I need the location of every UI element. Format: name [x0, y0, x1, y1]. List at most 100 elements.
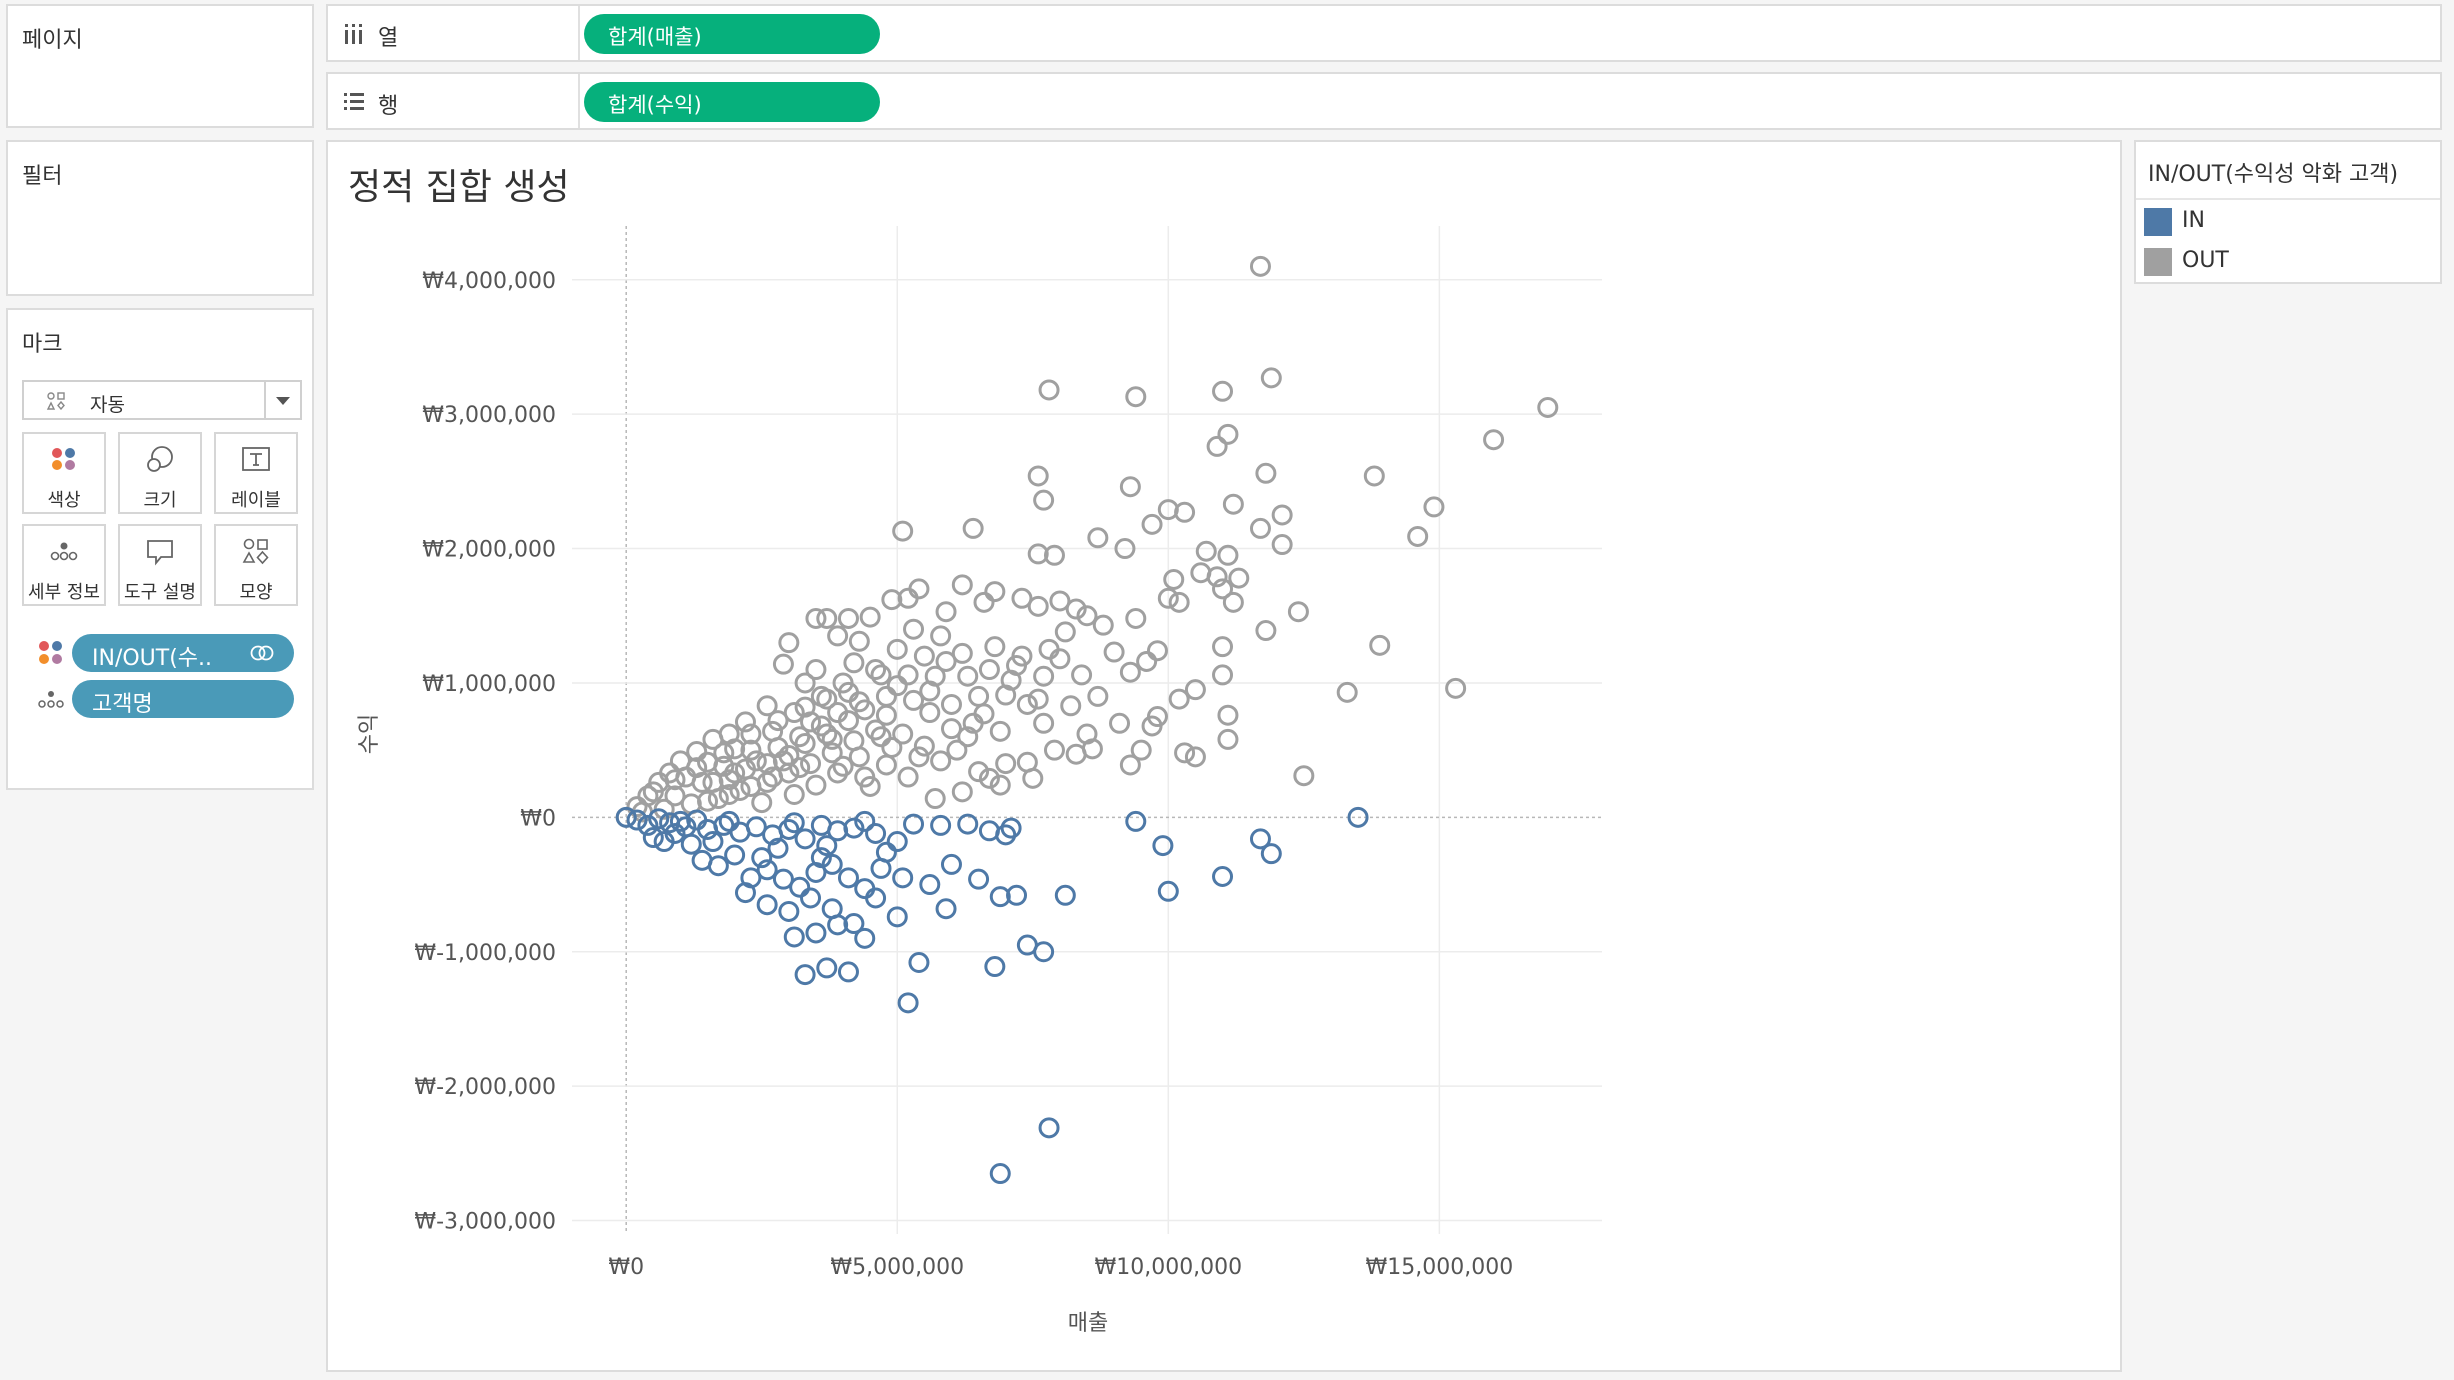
data-point[interactable]	[637, 814, 659, 836]
data-point[interactable]	[1130, 739, 1152, 761]
data-point[interactable]	[892, 520, 914, 542]
data-point[interactable]	[886, 675, 908, 697]
size-button[interactable]: 크기	[118, 432, 202, 514]
data-point[interactable]	[724, 762, 746, 784]
data-point[interactable]	[930, 750, 952, 772]
data-point[interactable]	[702, 831, 724, 853]
data-point[interactable]	[886, 831, 908, 853]
data-point[interactable]	[767, 710, 789, 732]
data-point[interactable]	[913, 735, 935, 757]
data-point[interactable]	[962, 517, 984, 539]
data-point[interactable]	[1249, 255, 1271, 277]
data-point[interactable]	[756, 894, 778, 916]
data-point[interactable]	[724, 844, 746, 866]
data-point[interactable]	[794, 828, 816, 850]
data-point[interactable]	[783, 702, 805, 724]
data-point[interactable]	[935, 898, 957, 920]
data-point[interactable]	[664, 785, 686, 807]
data-point[interactable]	[778, 900, 800, 922]
data-point[interactable]	[1206, 566, 1228, 588]
data-point[interactable]	[756, 753, 778, 775]
data-point[interactable]	[686, 741, 708, 763]
data-point[interactable]	[908, 952, 930, 974]
data-point[interactable]	[1125, 607, 1147, 629]
data-point[interactable]	[843, 913, 865, 935]
data-point[interactable]	[865, 887, 887, 909]
data-point[interactable]	[903, 813, 925, 835]
data-point[interactable]	[1157, 587, 1179, 609]
color-button[interactable]: 색상	[22, 432, 106, 514]
data-point[interactable]	[951, 574, 973, 596]
data-point[interactable]	[1483, 429, 1505, 451]
data-point[interactable]	[1184, 679, 1206, 701]
data-point[interactable]	[772, 653, 794, 675]
data-point[interactable]	[626, 809, 648, 831]
data-point[interactable]	[718, 784, 740, 806]
data-point[interactable]	[1043, 544, 1065, 566]
data-point[interactable]	[1033, 665, 1055, 687]
data-point[interactable]	[751, 792, 773, 814]
data-point[interactable]	[816, 957, 838, 979]
data-point[interactable]	[854, 810, 876, 832]
mark-type-dropdown[interactable]: 자동	[22, 380, 302, 420]
data-point[interactable]	[680, 833, 702, 855]
data-point[interactable]	[1043, 739, 1065, 761]
pages-card[interactable]: 페이지	[6, 4, 314, 128]
data-point[interactable]	[697, 790, 719, 812]
data-point[interactable]	[1060, 695, 1082, 717]
data-point[interactable]	[1033, 489, 1055, 511]
data-point[interactable]	[984, 636, 1006, 658]
data-point[interactable]	[1407, 525, 1429, 547]
scatter-chart[interactable]: ₩0 ₩5,000,000 ₩10,000,000 ₩15,000,000 ₩4,000…	[328, 142, 2120, 1370]
data-point[interactable]	[1038, 638, 1060, 660]
data-point[interactable]	[816, 723, 838, 745]
data-point[interactable]	[875, 685, 897, 707]
data-point[interactable]	[1212, 636, 1234, 658]
data-point[interactable]	[951, 781, 973, 803]
data-point[interactable]	[1109, 712, 1131, 734]
data-point[interactable]	[832, 755, 854, 777]
data-point[interactable]	[968, 685, 990, 707]
data-point[interactable]	[1027, 595, 1049, 617]
filters-card[interactable]: 필터	[6, 140, 314, 296]
data-point[interactable]	[1195, 540, 1217, 562]
data-point[interactable]	[1157, 880, 1179, 902]
data-point[interactable]	[1157, 499, 1179, 521]
data-point[interactable]	[1027, 688, 1049, 710]
data-point[interactable]	[1146, 640, 1168, 662]
data-point[interactable]	[1065, 743, 1087, 765]
data-point[interactable]	[903, 689, 925, 711]
data-point[interactable]	[897, 587, 919, 609]
data-point[interactable]	[789, 876, 811, 898]
data-point[interactable]	[886, 906, 908, 928]
data-point[interactable]	[1260, 843, 1282, 865]
data-point[interactable]	[919, 874, 941, 896]
data-point[interactable]	[816, 607, 838, 629]
data-point[interactable]	[1054, 621, 1076, 643]
data-point[interactable]	[1255, 620, 1277, 642]
data-point[interactable]	[729, 779, 751, 801]
data-point[interactable]	[827, 702, 849, 724]
rows-shelf[interactable]: 행 합계(수익)	[326, 72, 2442, 130]
data-point[interactable]	[957, 813, 979, 835]
data-point[interactable]	[827, 625, 849, 647]
data-point[interactable]	[989, 886, 1011, 908]
columns-shelf[interactable]: 열 합계(매출)	[326, 4, 2442, 62]
data-point[interactable]	[859, 606, 881, 628]
data-point[interactable]	[794, 732, 816, 754]
data-point[interactable]	[778, 745, 800, 767]
data-point[interactable]	[1293, 765, 1315, 787]
data-point[interactable]	[1260, 367, 1282, 389]
data-point[interactable]	[903, 618, 925, 640]
data-point[interactable]	[935, 601, 957, 623]
data-point[interactable]	[1217, 423, 1239, 445]
data-point[interactable]	[924, 665, 946, 687]
data-point[interactable]	[935, 650, 957, 672]
customer-name-pill[interactable]: 고객명	[72, 680, 294, 718]
data-point[interactable]	[989, 720, 1011, 742]
data-point[interactable]	[843, 652, 865, 674]
data-point[interactable]	[783, 784, 805, 806]
data-point[interactable]	[1212, 865, 1234, 887]
data-point[interactable]	[1168, 688, 1190, 710]
data-point[interactable]	[930, 625, 952, 647]
